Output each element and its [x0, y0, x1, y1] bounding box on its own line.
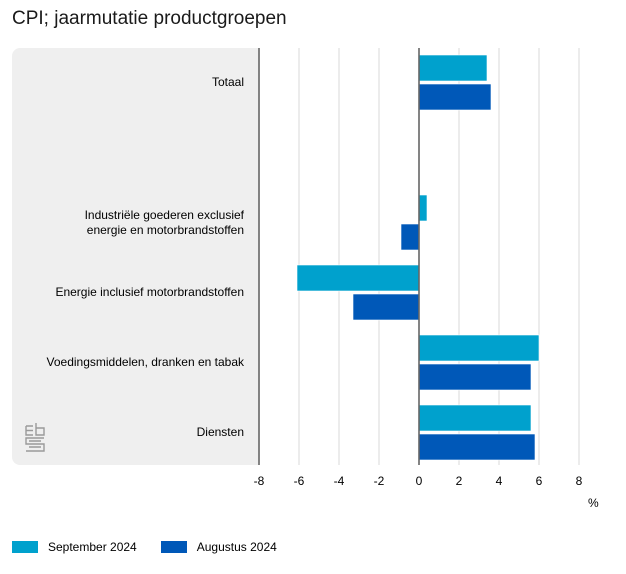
bar-september[interactable] — [296, 264, 420, 292]
axes — [258, 48, 420, 465]
x-tick-label: 0 — [416, 474, 423, 488]
legend-swatch-augustus — [160, 541, 187, 553]
bar-september[interactable] — [418, 404, 532, 432]
bar-augustus[interactable] — [352, 293, 420, 321]
legend-item-augustus[interactable]: Augustus 2024 — [160, 540, 277, 554]
bar-september[interactable] — [418, 194, 428, 222]
x-tick-label: -8 — [254, 474, 265, 488]
category-label-panel — [12, 48, 259, 465]
bar-augustus[interactable] — [418, 433, 536, 461]
bar-augustus[interactable] — [400, 223, 420, 251]
bars — [296, 54, 540, 461]
x-tick-labels: -8 -6 -4 -2 0 2 4 6 8 — [254, 474, 583, 488]
category-label: Industriële goederen exclusief energie en… — [85, 208, 244, 238]
x-tick-label: -4 — [334, 474, 345, 488]
category-label-line: Voedingsmiddelen, dranken en tabak — [46, 355, 244, 369]
x-tick-label: 6 — [536, 474, 543, 488]
category-label: Energie inclusief motorbrandstoffen — [55, 285, 244, 300]
cbs-logo-icon — [25, 423, 45, 452]
category-label-line: Energie inclusief motorbrandstoffen — [55, 285, 244, 299]
category-label: Diensten — [197, 425, 244, 440]
category-label-line: Totaal — [211, 75, 244, 89]
legend-label: Augustus 2024 — [196, 540, 277, 554]
x-tick-label: -2 — [374, 474, 385, 488]
bar-augustus[interactable] — [418, 363, 532, 391]
x-tick-label: 4 — [496, 474, 503, 488]
category-label-line: energie en motorbrandstoffen — [86, 222, 244, 237]
legend-item-september[interactable]: September 2024 — [12, 540, 137, 554]
legend-swatch-september — [12, 541, 38, 553]
category-label: Voedingsmiddelen, dranken en tabak — [47, 355, 244, 370]
x-tick-label: -6 — [294, 474, 305, 488]
category-label-line: Industriële goederen exclusief — [84, 207, 244, 222]
gridlines — [298, 48, 580, 465]
category-label: Totaal — [212, 75, 244, 90]
bar-september[interactable] — [418, 334, 540, 362]
category-label-line: Diensten — [196, 425, 244, 439]
x-tick-label: 8 — [576, 474, 583, 488]
chart-title: CPI; jaarmutatie productgroepen — [12, 8, 287, 29]
legend: September 2024 Augustus 2024 — [12, 540, 301, 554]
bar-september[interactable] — [418, 54, 488, 82]
legend-label: September 2024 — [48, 540, 137, 554]
bar-augustus[interactable] — [418, 83, 492, 111]
x-tick-label: 2 — [456, 474, 463, 488]
x-axis-unit-label: % — [588, 496, 599, 510]
